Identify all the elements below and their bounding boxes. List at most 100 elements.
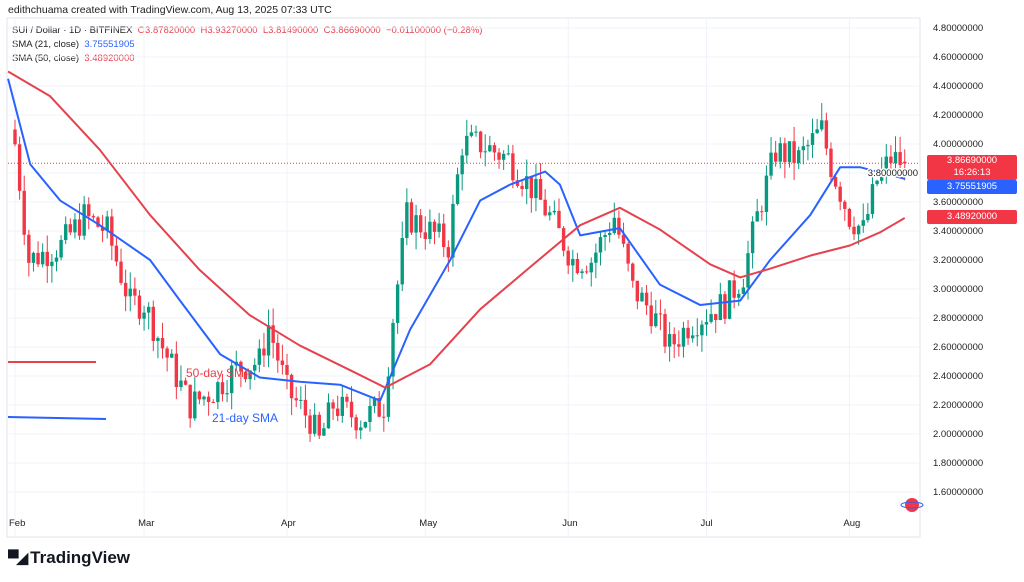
tradingview-logo[interactable]: ▀◢ TradingView bbox=[8, 548, 130, 568]
candle-body bbox=[889, 156, 893, 164]
candle-body bbox=[303, 399, 308, 416]
sma50-line bbox=[7, 70, 906, 389]
candle-body bbox=[395, 284, 400, 323]
candle-body bbox=[704, 321, 709, 325]
sma21-legend-line bbox=[7, 416, 107, 420]
candle-body bbox=[299, 399, 303, 401]
candle-body bbox=[492, 145, 497, 153]
candle-body bbox=[359, 427, 363, 431]
candle-body bbox=[73, 219, 77, 233]
candle-body bbox=[686, 327, 690, 339]
candle-body bbox=[174, 353, 179, 388]
candle-body bbox=[257, 348, 262, 365]
symbol-label[interactable]: SUI / Dollar · 1D · BITFINEX bbox=[12, 25, 133, 36]
candle-body bbox=[451, 203, 455, 258]
candle-body bbox=[695, 335, 699, 337]
candle-body bbox=[368, 405, 372, 423]
candle-body bbox=[156, 338, 160, 341]
high-value: H3.93270000 bbox=[200, 25, 258, 36]
sma50-price-tag: 3.48920000 bbox=[927, 210, 1017, 224]
x-tick-label: Mar bbox=[138, 518, 154, 529]
candle-body bbox=[345, 396, 349, 402]
candle-body bbox=[866, 214, 870, 221]
low-value: L3.81490000 bbox=[262, 25, 319, 36]
candle-body bbox=[262, 348, 266, 356]
candle-body bbox=[621, 234, 626, 244]
candle-body bbox=[340, 396, 345, 416]
candle-body bbox=[506, 153, 510, 155]
candle-body bbox=[229, 365, 234, 394]
candle-body bbox=[428, 221, 432, 239]
sma50-label[interactable]: SMA (50, close) bbox=[12, 53, 80, 64]
candle-body bbox=[631, 263, 635, 281]
candle-body bbox=[843, 201, 847, 209]
candle-body bbox=[746, 253, 750, 288]
candle-body bbox=[386, 376, 391, 417]
candle-body bbox=[732, 280, 736, 298]
candle-body bbox=[110, 216, 114, 246]
open-value: O3.87820000 bbox=[137, 25, 196, 36]
x-tick-label: Aug bbox=[843, 518, 860, 529]
candle-body bbox=[82, 204, 86, 236]
candle-body bbox=[179, 380, 183, 388]
candle-body bbox=[773, 152, 778, 162]
y-tick-label: 4.20000000 bbox=[933, 110, 983, 121]
candle-body bbox=[644, 292, 649, 306]
candle-body bbox=[119, 261, 123, 283]
candle-body bbox=[206, 396, 211, 403]
sma21-annotation: 21-day SMA bbox=[212, 411, 278, 425]
candle-body bbox=[391, 322, 395, 377]
y-tick-label: 1.60000000 bbox=[933, 487, 983, 498]
y-tick-label: 1.80000000 bbox=[933, 458, 983, 469]
candle-body bbox=[893, 152, 898, 164]
y-tick-label: 2.40000000 bbox=[933, 371, 983, 382]
y-tick-label: 2.00000000 bbox=[933, 429, 983, 440]
y-tick-label: 4.80000000 bbox=[933, 23, 983, 34]
candle-body bbox=[193, 391, 197, 419]
candle-body bbox=[552, 210, 557, 213]
candle-body bbox=[100, 226, 105, 231]
candle-body bbox=[220, 382, 225, 395]
x-tick-label: Feb bbox=[9, 518, 25, 529]
candle-body bbox=[280, 360, 285, 366]
y-tick-label: 3.20000000 bbox=[933, 255, 983, 266]
candle-body bbox=[64, 224, 68, 241]
candle-body bbox=[543, 199, 547, 216]
candle-body bbox=[520, 185, 524, 190]
candle-body bbox=[898, 152, 902, 165]
candle-body bbox=[87, 204, 91, 217]
candle-body bbox=[13, 129, 17, 145]
candle-body bbox=[515, 180, 520, 186]
candle-body bbox=[59, 240, 63, 258]
candle-body bbox=[760, 211, 764, 213]
candle-body bbox=[870, 184, 875, 215]
candle-body bbox=[483, 151, 487, 153]
y-tick-label: 4.60000000 bbox=[933, 52, 983, 63]
close-value: C3.86690000 bbox=[323, 25, 381, 36]
sma21-label[interactable]: SMA (21, close) bbox=[12, 39, 80, 50]
candle-body bbox=[571, 258, 575, 266]
x-tick-label: May bbox=[419, 518, 437, 529]
candle-body bbox=[36, 252, 40, 265]
sma21-value: 3.75551905 bbox=[84, 39, 135, 50]
candle-body bbox=[755, 211, 759, 222]
candle-body bbox=[183, 380, 188, 385]
candle-body bbox=[488, 145, 492, 152]
candle-body bbox=[96, 217, 100, 227]
candle-body bbox=[603, 235, 607, 238]
candle-body bbox=[363, 422, 368, 428]
candle-body bbox=[658, 313, 663, 315]
candle-body bbox=[354, 417, 358, 431]
candle-body bbox=[91, 216, 96, 218]
candle-body bbox=[372, 398, 377, 406]
y-tick-label: 3.40000000 bbox=[933, 226, 983, 237]
candle-body bbox=[497, 152, 501, 160]
candle-body bbox=[202, 396, 206, 400]
candle-body bbox=[271, 325, 275, 343]
candle-body bbox=[151, 306, 155, 341]
candle-body bbox=[123, 282, 128, 297]
candle-body bbox=[700, 324, 704, 336]
x-tick-label: Jun bbox=[562, 518, 577, 529]
y-tick-label: 3.00000000 bbox=[933, 284, 983, 295]
